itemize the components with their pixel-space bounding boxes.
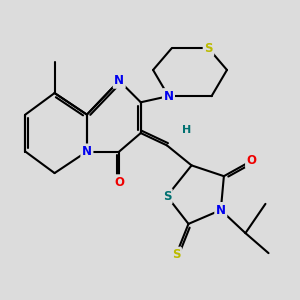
Text: O: O	[114, 176, 124, 189]
Text: S: S	[163, 190, 171, 203]
Text: N: N	[164, 90, 173, 103]
Text: N: N	[216, 203, 226, 217]
Text: N: N	[114, 74, 124, 87]
Text: N: N	[82, 145, 92, 158]
Text: O: O	[247, 154, 256, 167]
Text: H: H	[182, 125, 192, 135]
Text: S: S	[204, 42, 213, 55]
Text: S: S	[172, 248, 180, 261]
